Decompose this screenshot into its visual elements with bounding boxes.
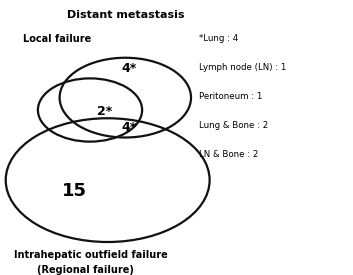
Text: Local failure: Local failure: [23, 34, 91, 44]
Text: (Regional failure): (Regional failure): [37, 265, 134, 275]
Text: *Lung : 4: *Lung : 4: [199, 34, 239, 43]
Text: Distant metastasis: Distant metastasis: [67, 10, 184, 20]
Text: 2*: 2*: [96, 105, 112, 118]
Text: Lung & Bone : 2: Lung & Bone : 2: [199, 121, 269, 130]
Text: Peritoneum : 1: Peritoneum : 1: [199, 92, 263, 101]
Text: 4*: 4*: [121, 121, 137, 134]
Text: Lymph node (LN) : 1: Lymph node (LN) : 1: [199, 63, 287, 72]
Text: LN & Bone : 2: LN & Bone : 2: [199, 150, 259, 159]
Text: 15: 15: [62, 182, 86, 200]
Text: Intrahepatic outfield failure: Intrahepatic outfield failure: [14, 250, 168, 260]
Text: 4*: 4*: [121, 62, 137, 75]
